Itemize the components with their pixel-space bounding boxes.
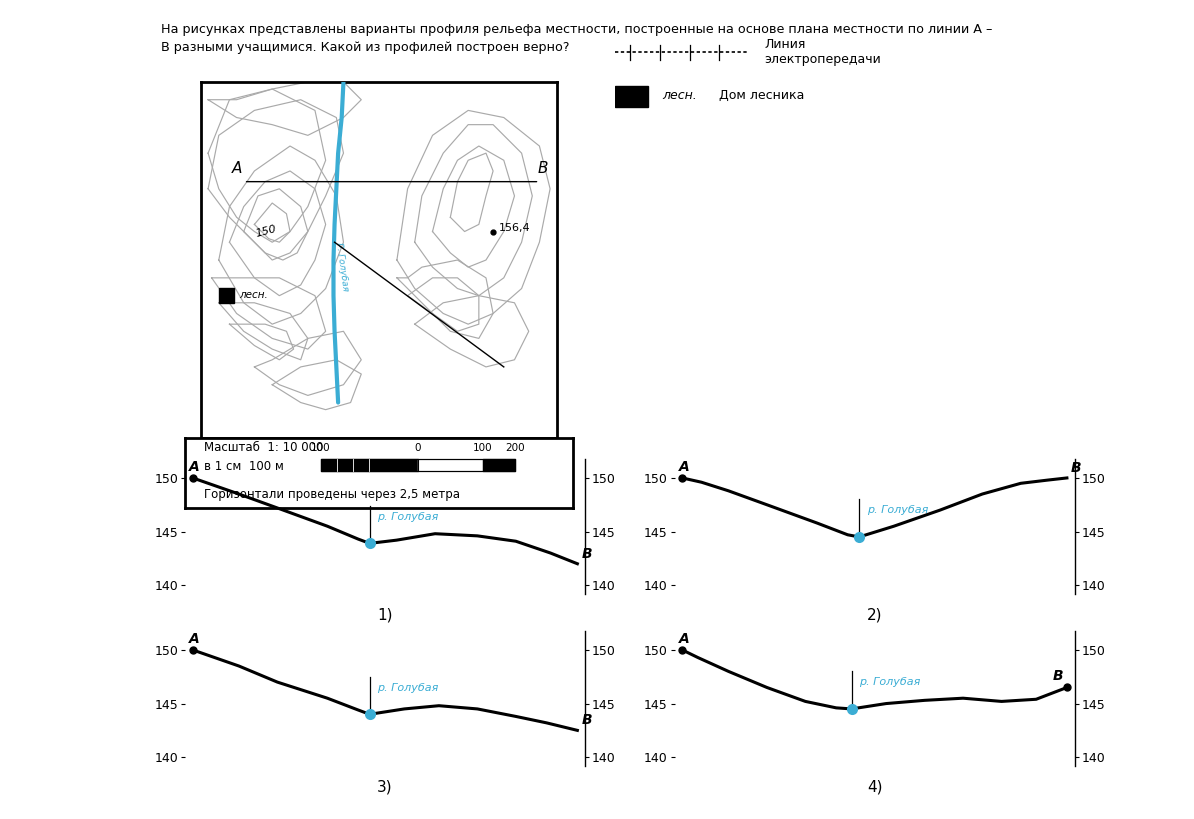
Text: В: В xyxy=(581,713,592,727)
Bar xyxy=(418,459,482,471)
Text: р. Голубая: р. Голубая xyxy=(860,677,921,687)
Text: 150: 150 xyxy=(254,224,278,239)
Text: 3): 3) xyxy=(377,780,393,794)
Text: 200: 200 xyxy=(505,443,524,453)
Text: лесн.: лесн. xyxy=(240,290,269,301)
Bar xyxy=(219,287,234,303)
Text: В: В xyxy=(537,161,548,176)
Text: А: А xyxy=(679,459,690,473)
Text: р. Голубая: р. Голубая xyxy=(867,505,928,515)
Text: Р. Голубая: Р. Голубая xyxy=(334,242,350,292)
Text: лесн.: лесн. xyxy=(663,89,697,102)
Text: Дом лесника: Дом лесника xyxy=(719,89,805,102)
Text: А: А xyxy=(190,459,201,473)
Bar xyxy=(321,459,515,471)
Text: Масштаб  1: 10 000: Масштаб 1: 10 000 xyxy=(204,441,324,455)
Text: 1): 1) xyxy=(377,607,393,622)
Text: 156,4: 156,4 xyxy=(498,223,530,233)
Text: 0: 0 xyxy=(414,443,421,453)
Text: р. Голубая: р. Голубая xyxy=(377,512,438,522)
Text: А: А xyxy=(232,161,241,176)
Text: 100: 100 xyxy=(473,443,492,453)
Text: А: А xyxy=(679,631,690,645)
Text: 100: 100 xyxy=(312,443,331,453)
Text: На рисунках представлены варианты профиля рельефа местности, построенные на осно: На рисунках представлены варианты профил… xyxy=(161,23,992,54)
Text: В: В xyxy=(1052,669,1063,683)
Bar xyxy=(615,86,647,107)
Text: в 1 см  100 м: в 1 см 100 м xyxy=(204,460,284,473)
Text: 2): 2) xyxy=(867,607,882,622)
Text: Линия
электропередачи: Линия электропередачи xyxy=(764,38,881,66)
Text: Горизонтали проведены через 2,5 метра: Горизонтали проведены через 2,5 метра xyxy=(204,488,461,500)
Text: В: В xyxy=(1071,461,1082,475)
Text: В: В xyxy=(581,546,592,560)
Text: 4): 4) xyxy=(867,780,882,794)
Text: р. Голубая: р. Голубая xyxy=(377,683,438,693)
Text: А: А xyxy=(190,631,201,645)
